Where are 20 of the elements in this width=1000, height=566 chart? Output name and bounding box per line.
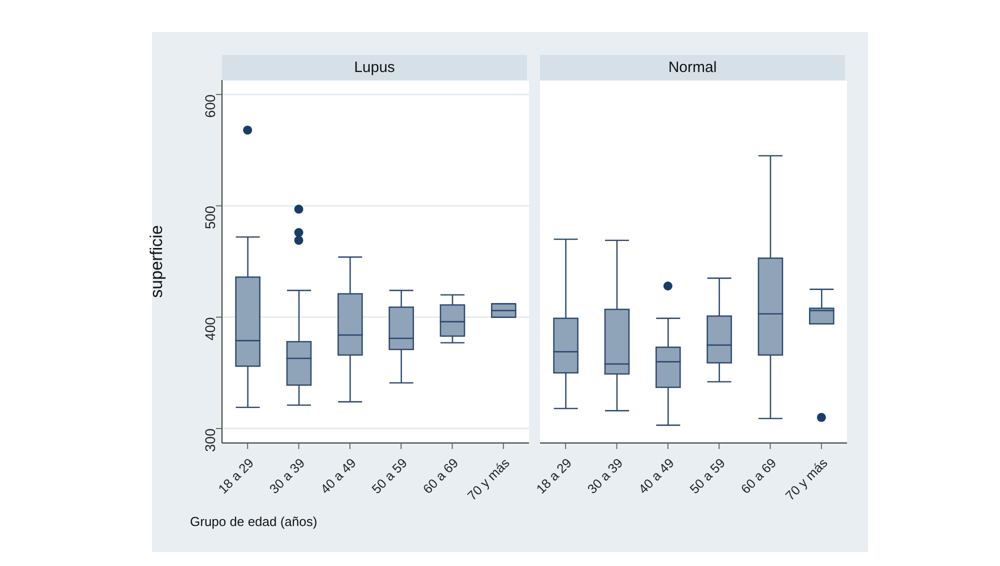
- x-tick-label: 70 y más: [464, 454, 513, 504]
- chart-title: Lupus: [222, 55, 527, 80]
- y-tick-label: 400: [202, 316, 218, 341]
- x-tick-label: 50 a 59: [368, 455, 410, 497]
- x-tick-label: 60 a 69: [738, 455, 780, 497]
- y-tick-label: 600: [202, 94, 218, 118]
- x-tick-label: 30 a 39: [266, 455, 308, 497]
- y-tick-label: 300: [202, 428, 218, 452]
- x-tick-label: 60 a 69: [420, 455, 462, 497]
- y-tick-label: 500: [202, 206, 218, 230]
- x-axis-title: Grupo de edad (años): [190, 514, 318, 529]
- chart-title: Normal: [540, 55, 845, 80]
- x-tick-label: 18 a 29: [533, 455, 574, 497]
- y-axis-title: superficie: [147, 225, 166, 298]
- x-tick-label: 18 a 29: [215, 455, 256, 497]
- x-tick-label: 40 a 49: [636, 455, 677, 497]
- x-tick-label: 70 y más: [782, 454, 831, 504]
- x-tick-label: 30 a 39: [584, 455, 626, 497]
- x-tick-label: 40 a 49: [318, 455, 359, 497]
- x-tick-label: 50 a 59: [686, 455, 728, 497]
